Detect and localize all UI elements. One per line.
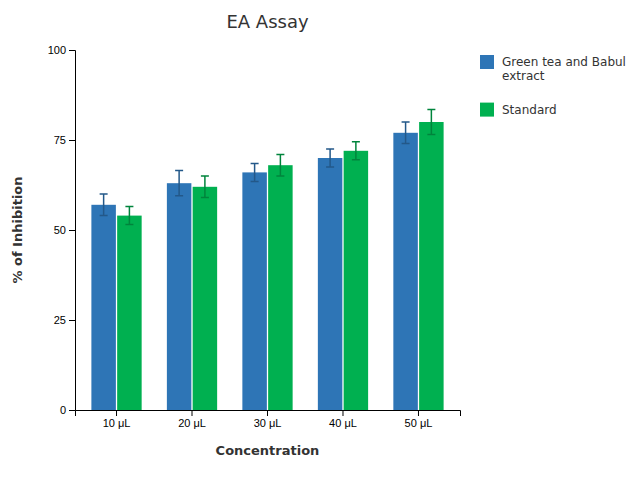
y-tick-mark — [69, 410, 75, 411]
y-axis-title: % of Inhibition — [10, 176, 25, 283]
x-tick: 20 μL — [178, 410, 206, 429]
y-tick: 25 — [54, 314, 75, 326]
y-tick-label: 0 — [60, 404, 66, 416]
y-axis: 0 25 50 75 100 — [48, 44, 76, 416]
legend-label-line: Standard — [502, 103, 557, 117]
x-axis-title: Concentration — [216, 443, 320, 458]
bar — [193, 187, 217, 410]
series — [117, 109, 443, 410]
y-tick: 50 — [54, 224, 75, 236]
x-tick-label: 20 μL — [178, 417, 206, 429]
y-axis-line — [69, 51, 76, 411]
y-tick-label: 50 — [54, 224, 66, 236]
y-tick: 75 — [54, 134, 75, 146]
legend-item: Standard — [480, 103, 557, 117]
x-tick-mark — [418, 410, 419, 416]
error-bar — [326, 149, 334, 167]
y-tick-label: 100 — [48, 44, 66, 56]
bar — [268, 165, 292, 410]
x-tick: 50 μL — [405, 410, 433, 429]
bar — [419, 122, 443, 410]
legend-label-line: extract — [502, 69, 545, 83]
y-tick: 0 — [60, 404, 75, 416]
x-axis: 10 μL 20 μL 30 μL 40 μL 50 μL — [76, 410, 461, 429]
x-tick-label: 40 μL — [329, 417, 357, 429]
x-tick-mark — [267, 410, 268, 416]
error-bar — [100, 194, 108, 216]
y-tick-label: 25 — [54, 314, 66, 326]
bar — [393, 133, 417, 410]
x-tick-mark — [192, 410, 193, 416]
chart: 0 25 50 75 100 10 μL 20 μL 30 μL 40 μL 50 μL EA As… — [0, 0, 640, 480]
plot-area: 0 25 50 75 100 10 μL 20 μL 30 μL 40 μL 50 μL — [48, 44, 461, 429]
x-tick: 10 μL — [103, 410, 131, 429]
x-tick-label: 50 μL — [405, 417, 433, 429]
legend-label: Green tea and Babulextract — [502, 55, 626, 83]
x-tick-mark — [342, 410, 343, 416]
y-tick-mark — [69, 50, 75, 51]
x-axis-line — [76, 411, 461, 417]
x-tick-label: 10 μL — [103, 417, 131, 429]
legend-label-line: Green tea and Babul — [502, 55, 626, 69]
legend-swatch — [480, 103, 494, 117]
error-bar — [402, 122, 410, 144]
bar — [318, 158, 342, 410]
x-tick: 40 μL — [329, 410, 357, 429]
y-tick-mark — [69, 230, 75, 231]
x-tick: 30 μL — [254, 410, 282, 429]
x-tick-mark — [116, 410, 117, 416]
error-bar — [352, 142, 360, 160]
series — [91, 122, 417, 410]
y-tick-label: 75 — [54, 134, 66, 146]
x-tick-label: 30 μL — [254, 417, 282, 429]
legend-item: Green tea and Babulextract — [480, 55, 626, 83]
y-tick: 100 — [48, 44, 75, 56]
marks — [91, 109, 443, 410]
bar — [344, 151, 368, 410]
error-bar — [125, 207, 133, 225]
error-bar — [427, 109, 435, 134]
bar — [242, 172, 266, 410]
error-bar — [175, 171, 183, 196]
y-tick-mark — [69, 320, 75, 321]
error-bar — [201, 176, 209, 198]
y-tick-mark — [69, 140, 75, 141]
legend-label: Standard — [502, 103, 557, 117]
legend: Green tea and Babulextract Standard — [480, 55, 626, 117]
error-bar — [276, 154, 284, 176]
legend-swatch — [480, 55, 494, 69]
bar — [117, 216, 141, 410]
bar — [91, 205, 115, 410]
error-bar — [251, 163, 259, 181]
title: EA Assay — [226, 11, 309, 32]
bar — [167, 183, 191, 410]
